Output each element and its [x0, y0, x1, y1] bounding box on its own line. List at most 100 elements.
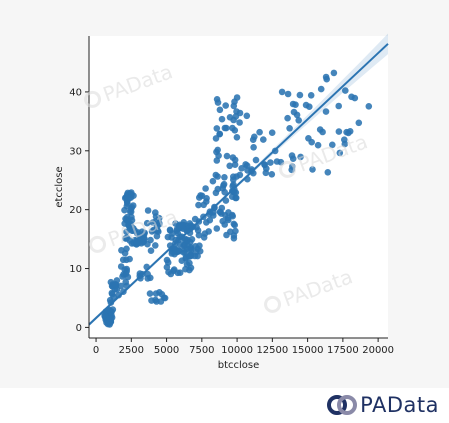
data-point: [191, 252, 199, 260]
data-point: [118, 247, 125, 254]
data-point: [214, 146, 221, 154]
data-point: [126, 255, 133, 263]
data-point: [106, 315, 113, 322]
x-tick-label: 7500: [189, 345, 214, 356]
data-point: [305, 135, 312, 142]
data-point: [319, 128, 326, 136]
data-point: [216, 130, 223, 138]
data-point: [166, 227, 174, 234]
data-point: [147, 274, 154, 282]
footer-bar: PAData: [0, 388, 449, 423]
data-point: [122, 270, 130, 278]
data-point: [335, 128, 343, 135]
data-point: [230, 102, 238, 110]
data-point: [195, 201, 202, 209]
scatter-points: [101, 69, 373, 328]
axes: 0 2500 5000 7500 10000 12500 15000 17500 20000 0 1…: [69, 36, 394, 356]
watermark-logo-icon: [279, 160, 297, 178]
data-point: [117, 282, 125, 290]
data-point: [223, 152, 231, 160]
x-tick-label: 20000: [362, 345, 394, 356]
data-point: [288, 152, 296, 159]
data-point: [123, 235, 130, 242]
x-tick-label: 12500: [256, 345, 288, 356]
data-point: [177, 241, 184, 248]
data-point: [261, 161, 268, 169]
data-point: [267, 159, 274, 166]
data-point: [200, 234, 208, 241]
data-point: [292, 101, 299, 108]
data-point: [221, 174, 228, 181]
padata-logo-icon: [327, 395, 358, 415]
data-point: [200, 201, 207, 209]
regression-line: [88, 43, 389, 326]
data-point: [256, 128, 263, 136]
data-point: [152, 290, 160, 297]
x-tick-label: 5000: [154, 345, 179, 356]
x-tick-label: 2500: [119, 345, 144, 356]
data-point: [109, 290, 116, 298]
data-point: [322, 73, 330, 81]
data-point: [365, 103, 373, 110]
plot-area: [89, 36, 388, 338]
data-point: [129, 202, 137, 209]
data-point: [157, 298, 165, 305]
data-point: [192, 243, 199, 250]
x-tick-label: 15000: [292, 345, 324, 356]
data-point: [186, 259, 193, 267]
data-point: [236, 119, 243, 126]
data-point: [355, 119, 363, 127]
data-point: [218, 204, 226, 212]
data-point: [219, 217, 226, 225]
data-point: [302, 101, 310, 109]
watermark-logo-icon: [84, 90, 102, 108]
data-point: [147, 247, 155, 254]
data-point: [187, 238, 194, 246]
data-point: [268, 129, 276, 136]
data-point: [346, 128, 354, 135]
scatter-plot: 0 2500 5000 7500 10000 12500 15000 17500 20000 0 1…: [54, 33, 394, 371]
data-point: [152, 296, 159, 304]
data-point: [295, 117, 303, 124]
data-point: [174, 230, 182, 237]
data-point: [186, 252, 194, 260]
watermark-logo-icon: [264, 295, 282, 313]
data-point: [290, 108, 298, 116]
data-point: [252, 156, 260, 164]
data-point: [214, 185, 222, 193]
data-point: [109, 306, 117, 313]
data-point: [122, 278, 129, 286]
data-point: [223, 124, 230, 132]
data-point: [143, 219, 151, 227]
data-point: [225, 209, 232, 216]
data-point: [164, 259, 172, 266]
data-point: [284, 90, 292, 98]
data-point: [214, 173, 221, 180]
data-point: [236, 171, 244, 179]
data-point: [125, 221, 132, 229]
data-point: [286, 125, 293, 132]
data-point: [133, 238, 141, 246]
data-point: [336, 149, 344, 157]
data-point: [351, 94, 359, 102]
x-tick-label: 0: [93, 345, 99, 356]
chart-figure: 0 2500 5000 7500 10000 12500 15000 17500 20000 0 1…: [54, 33, 395, 371]
data-point: [250, 144, 257, 151]
data-point: [115, 291, 122, 299]
data-point: [131, 227, 138, 234]
data-point: [176, 247, 183, 255]
data-point: [216, 106, 224, 114]
y-tick-label: 20: [69, 205, 82, 216]
y-tick-label: 10: [69, 264, 82, 275]
data-point: [158, 291, 166, 298]
x-tick-label: 10000: [221, 345, 253, 356]
data-point: [233, 134, 241, 141]
x-tick-label: 17500: [327, 345, 359, 356]
brand-logo: PAData: [326, 392, 439, 418]
data-point: [226, 162, 233, 170]
data-point: [342, 87, 349, 94]
data-point: [140, 235, 148, 243]
data-point: [144, 207, 152, 214]
brand-name: PAData: [360, 393, 439, 417]
data-point: [174, 269, 182, 277]
